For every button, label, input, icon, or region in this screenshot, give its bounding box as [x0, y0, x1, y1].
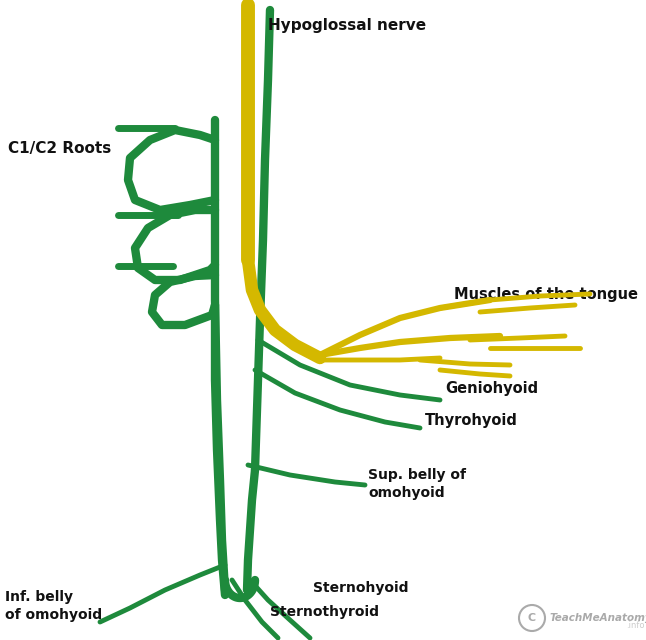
Text: .info: .info — [626, 621, 645, 630]
Text: Inf. belly
of omohyoid: Inf. belly of omohyoid — [5, 590, 102, 622]
Text: Sternothyroid: Sternothyroid — [270, 605, 379, 619]
Text: TeachMeAnatomy: TeachMeAnatomy — [550, 613, 646, 623]
Text: Geniohyoid: Geniohyoid — [445, 381, 538, 396]
Text: Muscles of the tongue: Muscles of the tongue — [454, 287, 638, 303]
Text: C1/C2 Roots: C1/C2 Roots — [8, 141, 111, 156]
Text: Sup. belly of
omohyoid: Sup. belly of omohyoid — [368, 468, 466, 500]
Text: Hypoglossal nerve: Hypoglossal nerve — [268, 18, 426, 33]
Text: Thyrohyoid: Thyrohyoid — [425, 413, 518, 428]
Text: C: C — [528, 613, 536, 623]
Text: Sternohyoid: Sternohyoid — [313, 581, 408, 595]
